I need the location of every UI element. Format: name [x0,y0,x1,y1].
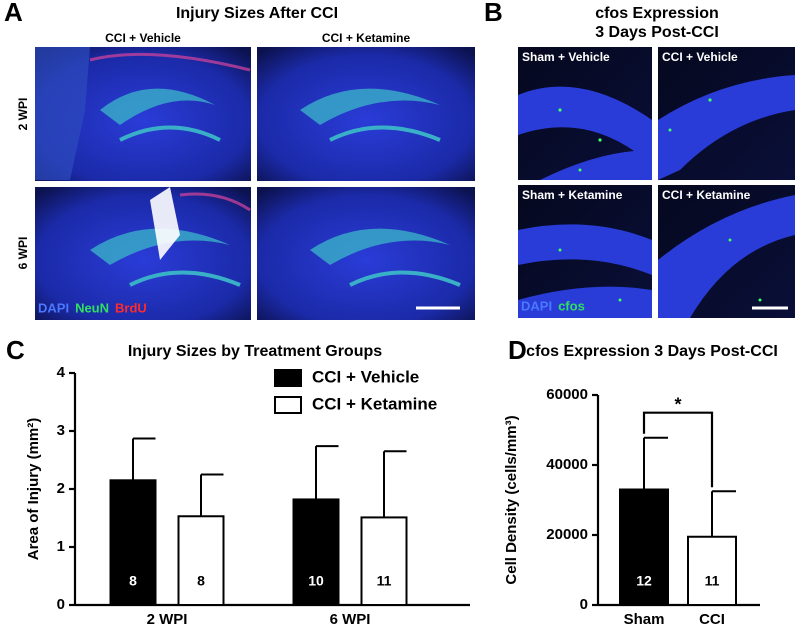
sample-size: 11 [377,573,392,589]
row-label: 2 WPI [16,98,30,131]
image-label: Sham + Ketamine [522,188,623,202]
stain-legend: BrdU [115,300,147,315]
legend-label: CCI + Vehicle [312,367,419,386]
y-tick-label: 2 [57,480,65,497]
panel-letter: C [6,335,25,365]
bar [292,498,340,606]
bar [109,479,157,606]
legend-label: CCI + Ketamine [312,394,437,413]
y-tick-label: 0 [57,596,65,613]
y-axis-label: Cell Density (cells/mm³) [503,415,520,584]
bar [619,488,669,606]
row-label: 6 WPI [16,237,30,270]
panel-title: Injury Sizes After CCI [176,5,338,22]
stain-legend: cfos [558,298,585,313]
panel-title: cfos Expression [595,5,719,22]
bar [177,515,225,607]
panel-letter: D [508,335,527,365]
sample-size: 10 [308,573,324,589]
column-label: CCI + Ketamine [322,31,411,45]
chart-title: cfos Expression 3 Days Post-CCI [526,343,778,360]
y-tick-label: 20000 [546,526,588,543]
sample-size: 8 [197,573,205,589]
bar [687,535,737,606]
legend-swatch [274,369,302,387]
sample-size: 12 [636,573,652,589]
legend-swatch [274,396,302,414]
y-tick-label: 3 [57,422,65,439]
y-tick-label: 4 [57,364,66,381]
panel-a-images [30,40,475,320]
y-tick-label: 1 [57,538,65,555]
y-tick-label: 0 [580,596,588,613]
y-tick-label: 40000 [546,456,588,473]
stain-legend: DAPI [521,298,552,313]
sample-size: 8 [129,573,137,589]
panel-letter: A [4,0,23,27]
y-tick-label: 60000 [546,386,588,403]
y-axis-label: Area of Injury (mm²) [25,418,42,561]
sample-size: 11 [705,573,720,589]
stain-legend: DAPI [38,300,69,315]
x-tick-label: CCI [699,611,725,628]
significance-label: * [674,394,681,414]
chart-title: Injury Sizes by Treatment Groups [128,343,382,360]
stain-legend: NeuN [75,300,109,315]
x-tick-label: 2 WPI [147,611,188,628]
panel-title: 3 Days Post-CCI [595,24,719,41]
significance-bracket [642,411,714,488]
panel-b-images [518,47,795,318]
panel-texts: A Injury Sizes After CCI CCI + Vehicle C… [4,0,751,269]
x-tick-label: 6 WPI [330,611,371,628]
column-label: CCI + Vehicle [105,31,181,45]
panel-letter: B [484,0,503,27]
x-tick-label: Sham [624,611,665,628]
image-label: CCI + Vehicle [662,50,738,64]
image-label: CCI + Ketamine [662,188,751,202]
bar [360,516,408,606]
image-label: Sham + Vehicle [522,50,610,64]
